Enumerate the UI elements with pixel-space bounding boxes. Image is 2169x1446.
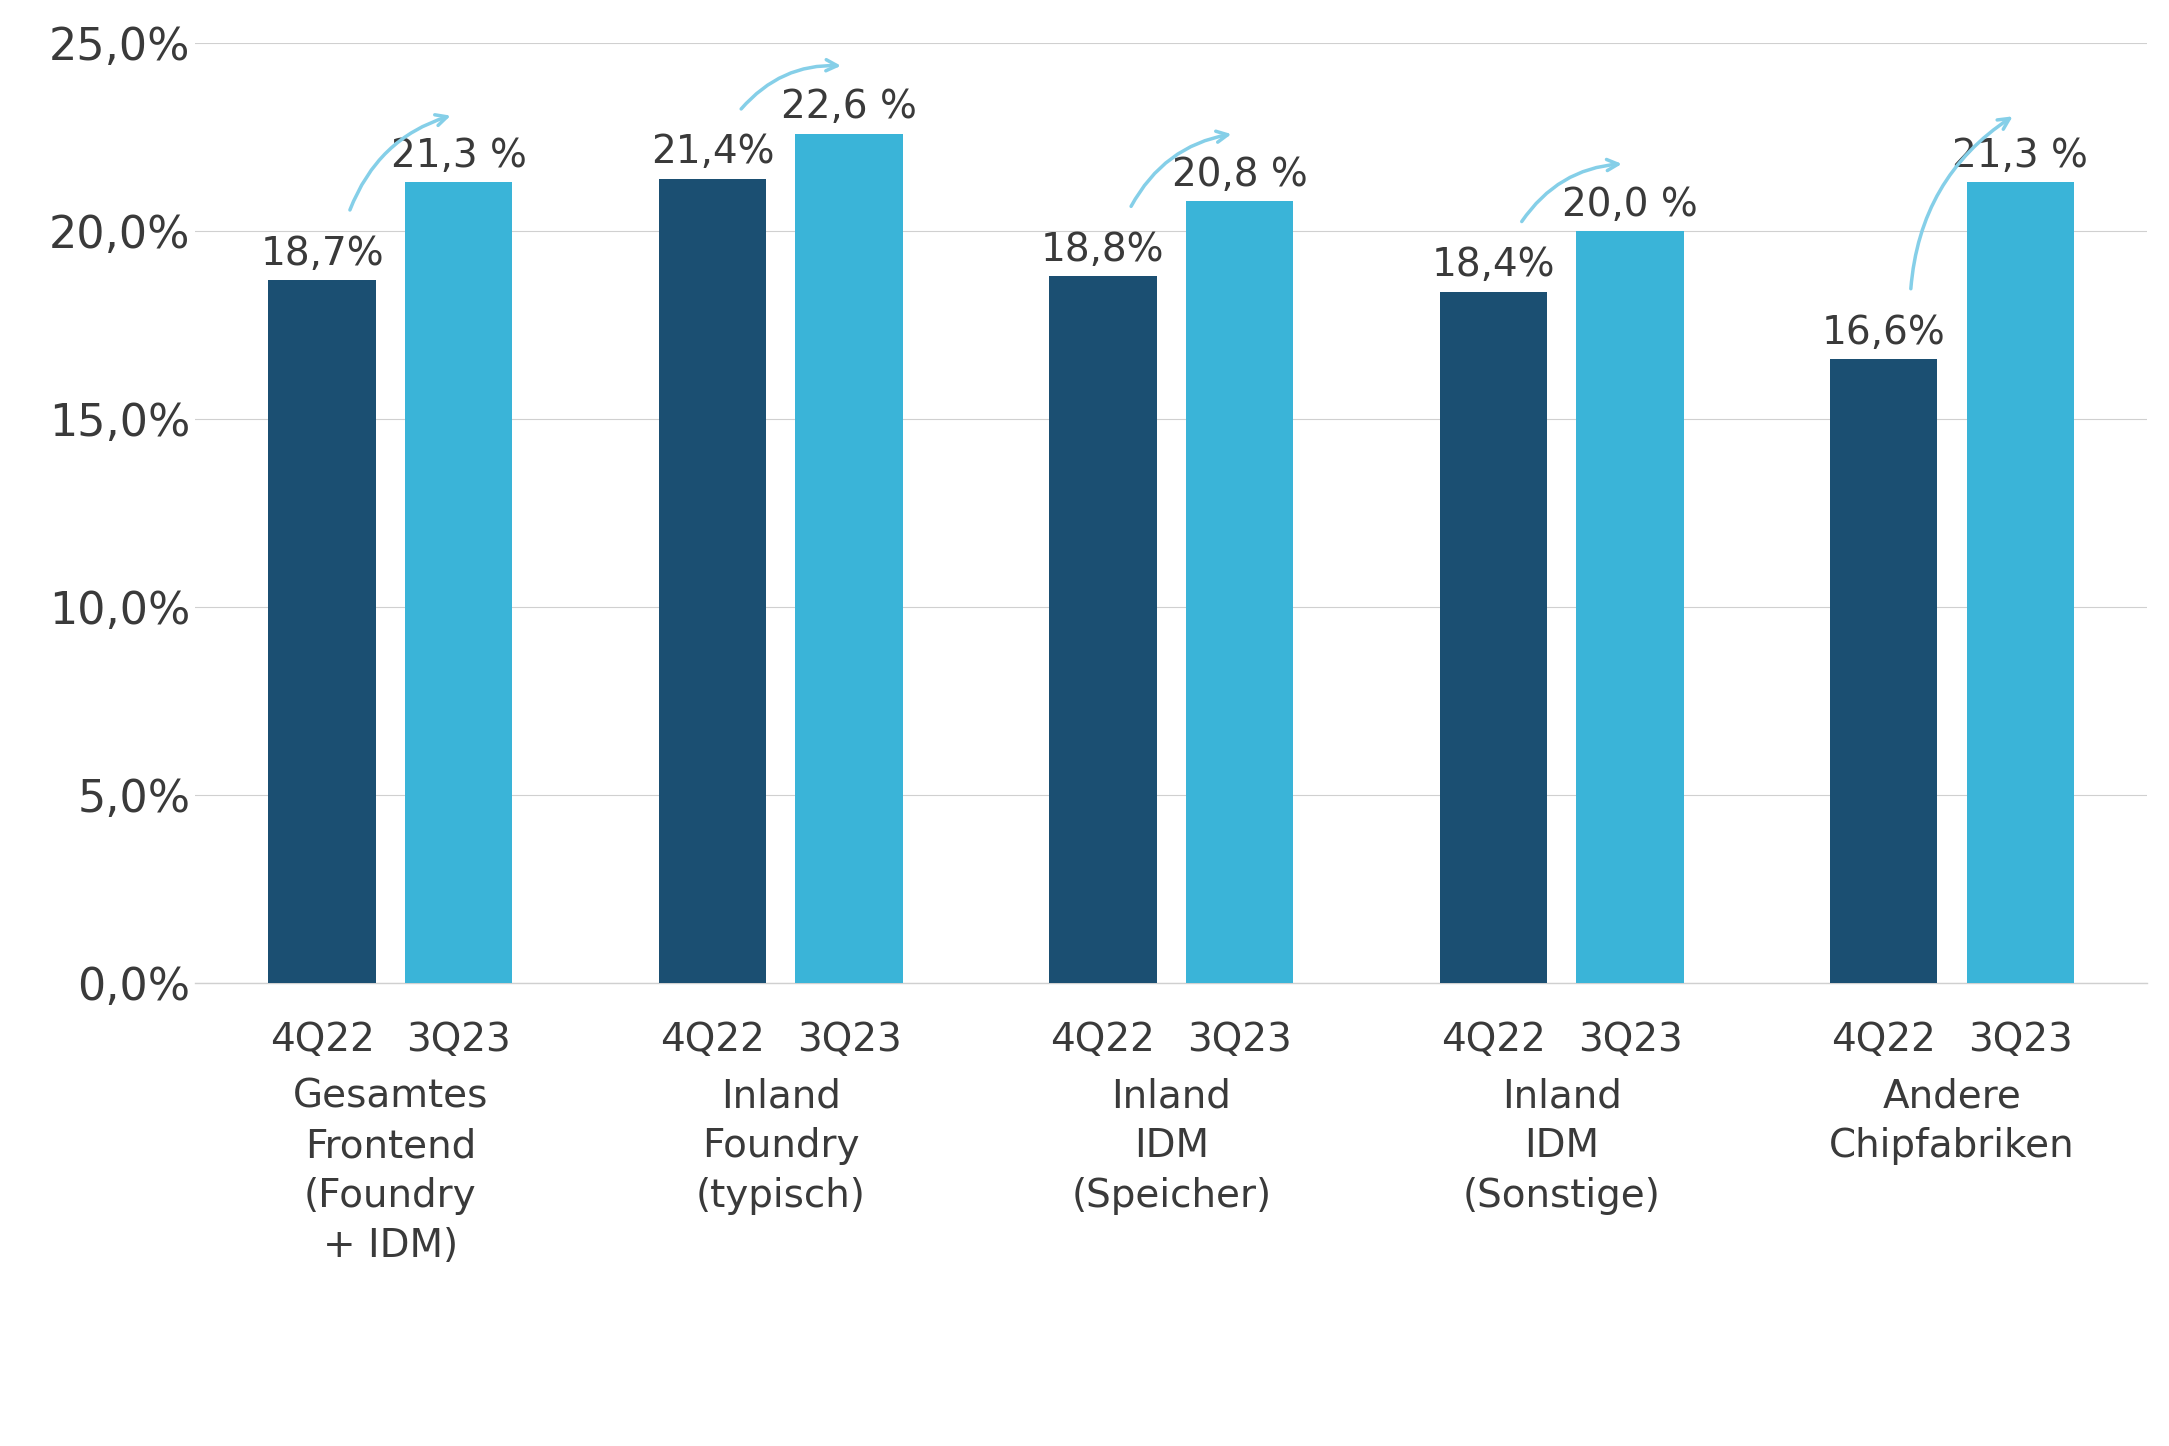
Text: Andere
Chipfabriken: Andere Chipfabriken [1828, 1077, 2076, 1165]
Bar [1050, 276, 1156, 983]
Bar [1967, 182, 2074, 983]
Text: 21,4%: 21,4% [651, 133, 774, 171]
Text: 4Q22: 4Q22 [659, 1021, 766, 1058]
Text: Gesamtes
Frontend
(Foundry
+ IDM): Gesamtes Frontend (Foundry + IDM) [293, 1077, 488, 1265]
Bar [1831, 359, 1937, 983]
Text: 3Q23: 3Q23 [1577, 1021, 1683, 1058]
Bar [796, 133, 902, 983]
Text: 4Q22: 4Q22 [1440, 1021, 1546, 1058]
Text: 18,4%: 18,4% [1432, 246, 1555, 283]
Text: 4Q22: 4Q22 [1050, 1021, 1156, 1058]
Text: Inland
Foundry
(typisch): Inland Foundry (typisch) [696, 1077, 865, 1215]
Text: 4Q22: 4Q22 [269, 1021, 375, 1058]
Text: 21,3 %: 21,3 % [390, 137, 527, 175]
Text: 18,7%: 18,7% [260, 234, 384, 273]
Text: Inland
IDM
(Sonstige): Inland IDM (Sonstige) [1462, 1077, 1661, 1215]
Text: 21,3 %: 21,3 % [1952, 137, 2089, 175]
Text: 4Q22: 4Q22 [1831, 1021, 1937, 1058]
Text: 20,8 %: 20,8 % [1171, 156, 1308, 194]
Bar [659, 179, 766, 983]
Text: 3Q23: 3Q23 [796, 1021, 902, 1058]
Text: 3Q23: 3Q23 [406, 1021, 512, 1058]
Text: 3Q23: 3Q23 [1967, 1021, 2074, 1058]
Text: 22,6 %: 22,6 % [781, 88, 917, 126]
Text: Inland
IDM
(Speicher): Inland IDM (Speicher) [1071, 1077, 1271, 1215]
Bar [1577, 231, 1683, 983]
Bar [1440, 292, 1546, 983]
Text: 16,6%: 16,6% [1822, 314, 1946, 351]
Text: 18,8%: 18,8% [1041, 231, 1165, 269]
Text: 3Q23: 3Q23 [1186, 1021, 1293, 1058]
Bar [1186, 201, 1293, 983]
Bar [406, 182, 512, 983]
Bar [269, 281, 375, 983]
Text: 20,0 %: 20,0 % [1562, 187, 1698, 224]
